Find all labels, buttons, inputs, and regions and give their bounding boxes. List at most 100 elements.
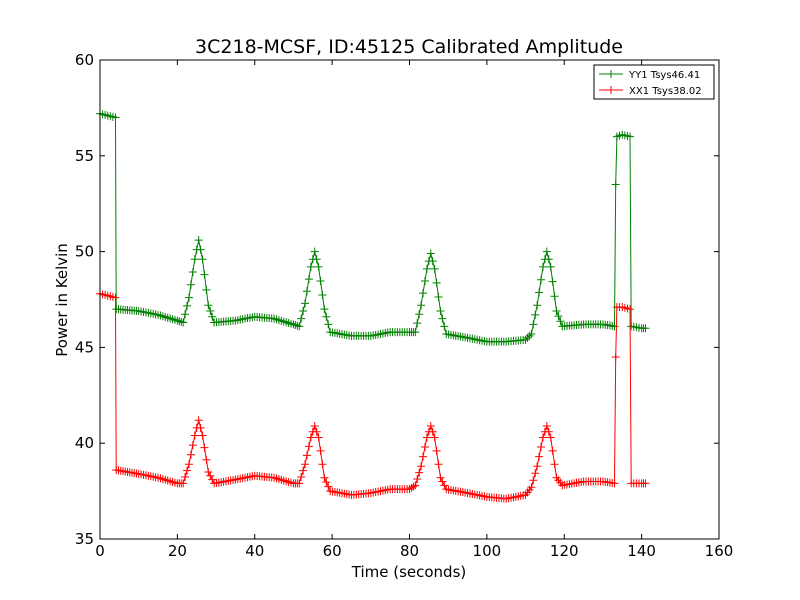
- x-tick-label: 140: [627, 542, 656, 560]
- y-tick-label: 55: [75, 147, 94, 165]
- x-tick-label: 80: [400, 542, 419, 560]
- data-point: [297, 314, 306, 323]
- data-point: [438, 314, 447, 323]
- legend-marker: [607, 70, 615, 78]
- data-point: [289, 320, 298, 329]
- data-point: [173, 316, 182, 325]
- legend: YY1 Tsys46.41 XX1 Tsys38.02: [593, 64, 715, 100]
- data-point: [430, 433, 439, 442]
- data-point: [432, 278, 441, 287]
- data-point: [322, 478, 331, 487]
- data-point: [299, 306, 308, 315]
- data-point: [111, 293, 120, 302]
- data-point: [179, 318, 188, 327]
- data-point: [181, 310, 190, 319]
- data-point: [320, 305, 329, 314]
- data-point: [183, 466, 192, 475]
- data-point: [419, 289, 428, 298]
- data-point: [420, 443, 429, 452]
- data-point: [552, 306, 561, 315]
- data-point: [302, 287, 311, 296]
- data-point: [428, 257, 437, 266]
- data-point: [529, 320, 538, 329]
- data-point: [641, 324, 650, 333]
- data-point: [434, 292, 443, 301]
- data-point: [535, 288, 544, 297]
- series-1: [96, 109, 650, 346]
- data-point: [301, 299, 310, 308]
- data-point: [208, 475, 217, 484]
- legend-marker: [607, 86, 615, 94]
- data-point: [546, 262, 555, 271]
- data-point: [304, 275, 313, 284]
- data-point: [533, 462, 542, 471]
- data-point: [556, 317, 565, 326]
- data-point: [415, 310, 424, 319]
- y-tick-label: 60: [75, 51, 94, 69]
- data-point: [440, 322, 449, 331]
- data-point: [550, 292, 559, 301]
- data-point: [184, 460, 193, 469]
- data-point: [550, 460, 559, 469]
- data-point: [521, 335, 530, 344]
- data-point: [206, 306, 215, 315]
- data-point: [295, 479, 304, 488]
- data-point: [179, 479, 188, 488]
- data-point: [430, 264, 439, 273]
- data-point: [322, 312, 331, 321]
- x-tick-label: 0: [95, 542, 105, 560]
- data-point: [316, 446, 325, 455]
- data-point: [419, 452, 428, 461]
- data-point: [413, 319, 422, 328]
- data-point: [202, 455, 211, 464]
- data-point: [527, 483, 536, 492]
- data-point: [436, 473, 445, 482]
- data-point: [542, 247, 551, 256]
- data-point: [440, 481, 449, 490]
- data-point: [202, 285, 211, 294]
- data-point: [312, 427, 321, 436]
- data-point: [299, 466, 308, 475]
- data-point: [542, 421, 551, 430]
- data-point: [538, 262, 547, 271]
- data-point: [436, 306, 445, 315]
- data-point: [411, 328, 420, 337]
- data-point: [310, 421, 319, 430]
- data-point: [200, 443, 209, 452]
- data-point: [198, 431, 207, 440]
- data-point: [426, 249, 435, 258]
- y-tick-label: 40: [75, 434, 94, 452]
- data-point: [196, 423, 205, 432]
- data-point: [544, 427, 553, 436]
- data-point: [183, 301, 192, 310]
- data-point: [204, 467, 213, 476]
- data-point: [186, 450, 195, 459]
- data-point: [320, 473, 329, 482]
- data-point: [422, 264, 431, 273]
- x-tick-label: 20: [168, 542, 187, 560]
- data-point: [177, 317, 186, 326]
- data-point: [531, 310, 540, 319]
- data-point: [409, 482, 418, 491]
- data-point: [206, 471, 215, 480]
- y-axis-label: Power in Kelvin: [53, 243, 71, 357]
- data-point: [318, 460, 327, 469]
- data-point: [533, 301, 542, 310]
- data-point: [611, 180, 620, 189]
- data-point: [181, 473, 190, 482]
- data-point: [324, 320, 333, 329]
- x-tick-label: 120: [550, 542, 579, 560]
- data-point: [527, 329, 536, 338]
- data-point: [188, 441, 197, 450]
- data-point: [190, 431, 199, 440]
- data-point: [537, 443, 546, 452]
- y-tick-label: 45: [75, 338, 94, 356]
- series-2: [96, 289, 650, 503]
- data-point: [194, 236, 203, 245]
- data-point: [184, 293, 193, 302]
- x-tick-label: 60: [323, 542, 342, 560]
- data-point: [415, 468, 424, 477]
- data-point: [531, 469, 540, 478]
- data-point: [306, 433, 315, 442]
